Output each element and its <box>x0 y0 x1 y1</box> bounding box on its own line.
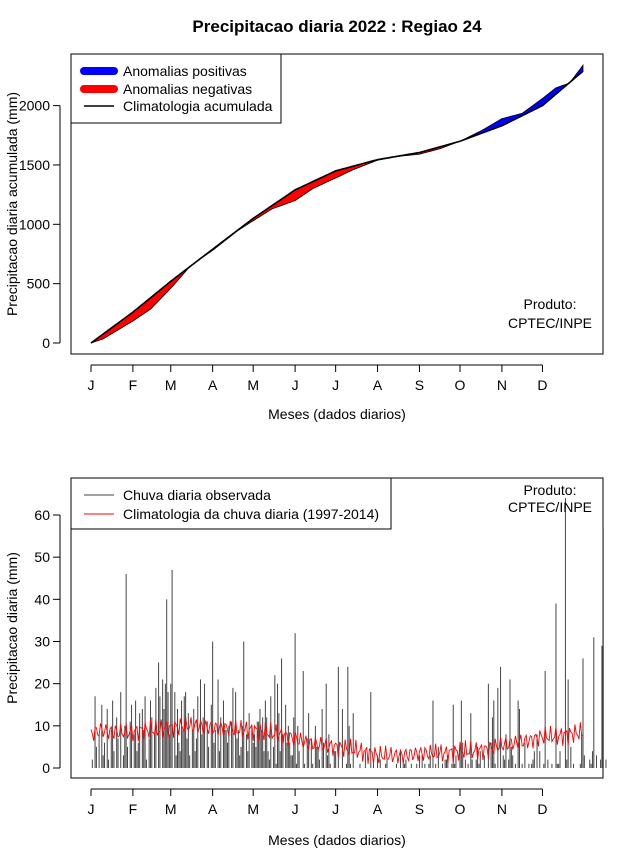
daily-marks <box>90 498 607 768</box>
daily-x-tick-label: D <box>537 801 547 817</box>
daily-y-tick-label: 40 <box>34 591 50 607</box>
cumulative-x-tick-label: J <box>292 377 299 393</box>
daily-x-tick-label: M <box>247 801 259 817</box>
legend-label-negative: Anomalias negativas <box>123 81 252 97</box>
daily-x-tick-label: J <box>88 801 95 817</box>
negative-anomaly-area <box>197 140 461 262</box>
cumulative-y-label: Precipitacao diaria acumulada (mm) <box>4 92 20 316</box>
daily-y-tick-label: 0 <box>42 760 50 776</box>
legend-label-climatology: Climatologia acumulada <box>123 98 273 114</box>
cumulative-y-axis: 0 500 1000 1500 2000 <box>19 98 61 351</box>
product-label-line2: CPTEC/INPE <box>508 315 592 331</box>
daily-y-label: Precipitacao diaria (mm) <box>4 552 20 704</box>
cumulative-y-tick-label: 1000 <box>19 216 50 232</box>
daily-y-tick-label: 20 <box>34 676 50 692</box>
cumulative-y-tick-label: 1500 <box>19 157 50 173</box>
daily-y-tick-label: 50 <box>34 549 50 565</box>
legend-label-positive: Anomalias positivas <box>123 63 247 79</box>
daily-y-tick-label: 30 <box>34 634 50 650</box>
cumulative-y-tick-label: 2000 <box>19 98 50 114</box>
cumulative-x-tick-label: D <box>537 377 547 393</box>
cumulative-legend: Anomalias positivas Anomalias negativas … <box>70 53 282 124</box>
figure-title: Precipitacao diaria 2022 : Regiao 24 <box>192 17 482 36</box>
cumulative-x-tick-label: J <box>332 377 339 393</box>
cumulative-x-tick-label: N <box>497 377 507 393</box>
cumulative-x-tick-label: F <box>129 377 138 393</box>
cumulative-x-tick-label: A <box>208 377 218 393</box>
legend-label-observed: Chuva diaria observada <box>123 487 271 503</box>
daily-x-tick-label: A <box>373 801 383 817</box>
cumulative-x-tick-label: M <box>247 377 259 393</box>
cumulative-x-tick-label: A <box>373 377 383 393</box>
daily-x-tick-label: N <box>497 801 507 817</box>
daily-x-tick-label: S <box>415 801 424 817</box>
cumulative-x-tick-label: M <box>165 377 177 393</box>
cumulative-y-tick-label: 500 <box>27 276 51 292</box>
climatology-cumulative-line <box>90 70 584 344</box>
daily-chart: 0 10 20 30 40 50 60 J F M A M J J A S O N D Precipitacao … <box>4 477 607 848</box>
legend-label-daily-climatology: Climatologia da chuva diaria (1997-2014) <box>123 506 379 522</box>
cumulative-x-tick-label: S <box>415 377 424 393</box>
product-label-line1: Produto: <box>524 296 577 312</box>
daily-x-tick-label: O <box>455 801 466 817</box>
cumulative-x-tick-label: J <box>88 377 95 393</box>
daily-product-label-line2: CPTEC/INPE <box>508 499 592 515</box>
daily-x-tick-label: A <box>208 801 218 817</box>
daily-y-tick-label: 10 <box>34 718 50 734</box>
cumulative-marks <box>90 64 584 344</box>
daily-legend-box <box>70 477 392 530</box>
cumulative-plot-box <box>70 53 604 355</box>
daily-y-tick-label: 60 <box>34 507 50 523</box>
daily-climatology-line <box>90 716 584 765</box>
daily-x-tick-label: F <box>129 801 138 817</box>
cumulative-chart: 0 500 1000 1500 2000 J F M A M J J A S O N D Precipitac… <box>4 53 604 422</box>
daily-product-label-line1: Produto: <box>524 482 577 498</box>
daily-y-axis: 0 10 20 30 40 50 60 <box>34 507 61 776</box>
daily-x-label: Meses (dados diarios) <box>268 832 406 848</box>
cumulative-x-label: Meses (dados diarios) <box>268 406 406 422</box>
daily-legend: Chuva diaria observada Climatologia da c… <box>70 477 392 530</box>
positive-anomaly-area <box>459 81 570 142</box>
daily-x-tick-label: J <box>332 801 339 817</box>
daily-x-tick-label: M <box>165 801 177 817</box>
daily-x-tick-label: J <box>292 801 299 817</box>
cumulative-x-tick-label: O <box>455 377 466 393</box>
cumulative-y-tick-label: 0 <box>42 335 50 351</box>
